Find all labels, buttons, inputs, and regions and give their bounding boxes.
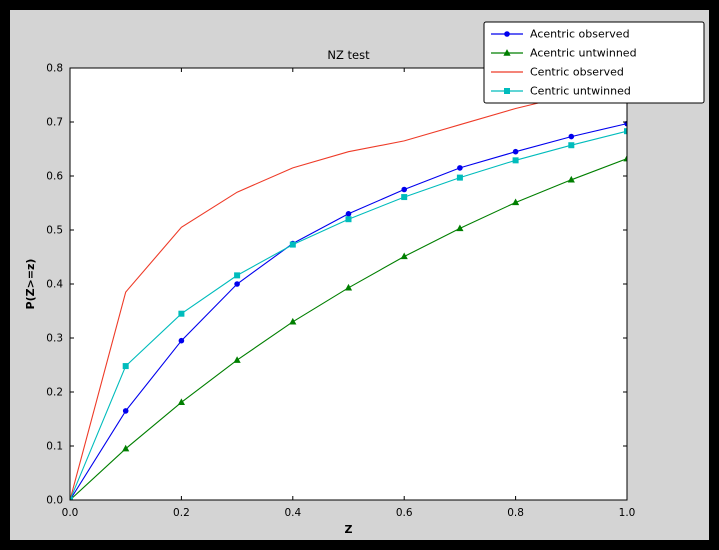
- y-tick-label: 0.8: [46, 63, 63, 75]
- triangle-marker: [233, 356, 241, 363]
- y-tick-label: 0.2: [46, 387, 63, 399]
- square-marker: [234, 272, 241, 279]
- circle-marker: [457, 165, 463, 171]
- x-tick-label: 0.0: [62, 507, 79, 519]
- y-tick-label: 0.1: [46, 441, 63, 453]
- series-centric-observed: [70, 80, 627, 500]
- legend: Acentric observed Acentric untwinned Centr…: [483, 21, 705, 104]
- plot-figure: 0.0 0.2 0.4 0.6 0.8 1.0 0.0 0.1 0.2 0.3 0.4 0.5 0.6 0…: [10, 10, 709, 540]
- square-marker: [456, 174, 463, 181]
- triangle-marker: [122, 444, 130, 452]
- x-axis-label: Z: [345, 523, 353, 536]
- x-tick-label: 0.4: [284, 507, 301, 519]
- y-tick-label: 0.6: [46, 171, 63, 183]
- y-tick-label: 0.3: [46, 333, 63, 345]
- x-tick-label: 0.2: [173, 507, 190, 519]
- legend-label: Acentric untwinned: [530, 47, 637, 60]
- legend-box: [483, 21, 705, 104]
- legend-label: Centric observed: [530, 66, 624, 79]
- chart-title: NZ test: [327, 48, 370, 62]
- circle-marker: [122, 408, 129, 414]
- nz-test-plot: 0.0 0.2 0.4 0.6 0.8 1.0 0.0 0.1 0.2 0.3 0.4 0.5 0.6 0…: [24, 21, 705, 536]
- square-marker: [512, 157, 519, 164]
- x-tick-label: 0.6: [396, 507, 413, 519]
- square-marker: [178, 310, 185, 317]
- legend-label: Acentric observed: [530, 28, 630, 41]
- circle-marker: [234, 281, 240, 287]
- square-marker: [401, 194, 408, 201]
- square-marker: [70, 497, 73, 500]
- y-tick-label: 0.5: [46, 225, 63, 237]
- triangle-marker: [512, 198, 520, 206]
- square-marker: [504, 88, 510, 94]
- series-centric-untwinned: [70, 128, 627, 500]
- triangle-marker: [456, 224, 464, 232]
- square-marker: [345, 216, 352, 223]
- x-tick-label: 1.0: [619, 507, 636, 519]
- circle-marker: [504, 31, 510, 37]
- triangle-marker: [623, 154, 627, 162]
- circle-marker: [512, 148, 519, 155]
- circle-marker: [401, 186, 408, 193]
- circle-marker: [345, 211, 352, 217]
- y-tick-label: 0.7: [46, 117, 63, 129]
- triangle-marker: [177, 398, 185, 405]
- square-marker: [289, 241, 296, 248]
- square-marker: [568, 142, 575, 149]
- triangle-marker: [567, 175, 575, 183]
- circle-marker: [178, 337, 185, 344]
- legend-label: Centric untwinned: [530, 85, 631, 98]
- series-acentric-untwinned: [70, 154, 627, 500]
- triangle-marker: [400, 252, 408, 260]
- square-marker: [122, 363, 129, 370]
- triangle-marker: [289, 317, 297, 325]
- y-tick-label: 0.4: [46, 279, 63, 291]
- triangle-marker: [344, 283, 353, 291]
- y-tick-label: 0.0: [46, 495, 63, 507]
- circle-marker: [568, 133, 575, 140]
- triangle-marker: [503, 49, 511, 56]
- series-line: [70, 80, 627, 500]
- y-axis-label: P(Z>=z): [24, 259, 37, 310]
- square-marker: [624, 128, 627, 135]
- x-tick-label: 0.8: [507, 507, 524, 519]
